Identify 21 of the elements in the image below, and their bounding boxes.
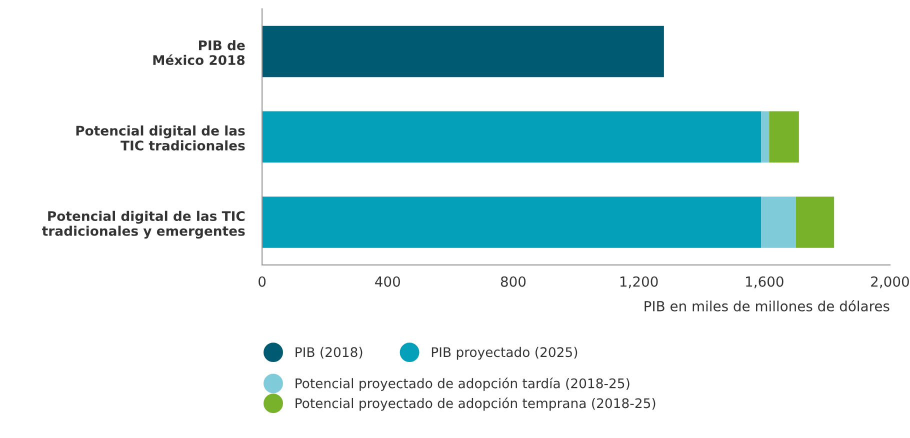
x-tick-label: 0 bbox=[258, 276, 266, 287]
y-tick-label: Potencial digital de las TIC tradicionales y emergentes bbox=[42, 210, 245, 239]
x-axis-title: PIB en miles de millones de dólares bbox=[644, 300, 890, 312]
y-tick-label: Potencial digital de las TIC tradicionales bbox=[76, 125, 245, 151]
bar bbox=[262, 26, 664, 78]
legend-label: PIB proyectado (2025) bbox=[432, 346, 578, 360]
legend-label: PIB (2018) bbox=[296, 346, 362, 359]
bar bbox=[769, 111, 799, 162]
legend-label: Potencial proyectado de adopción tardía (2018-25) bbox=[296, 378, 630, 391]
x-tick-label: 2,000 bbox=[871, 276, 909, 288]
bar bbox=[761, 196, 796, 248]
bar bbox=[761, 111, 770, 162]
x-tick-label: 800 bbox=[500, 276, 526, 287]
bar bbox=[796, 196, 834, 248]
legend-label: Potencial proyectado de adopción temprana (2018-25) bbox=[296, 397, 656, 411]
bar bbox=[262, 196, 762, 248]
y-tick-label: PIB de México 2018 bbox=[153, 40, 245, 66]
x-tick-label: 1,200 bbox=[620, 276, 658, 288]
x-tick-label: 400 bbox=[375, 276, 400, 287]
x-tick-label: 1,600 bbox=[746, 276, 784, 288]
bar bbox=[262, 111, 762, 162]
